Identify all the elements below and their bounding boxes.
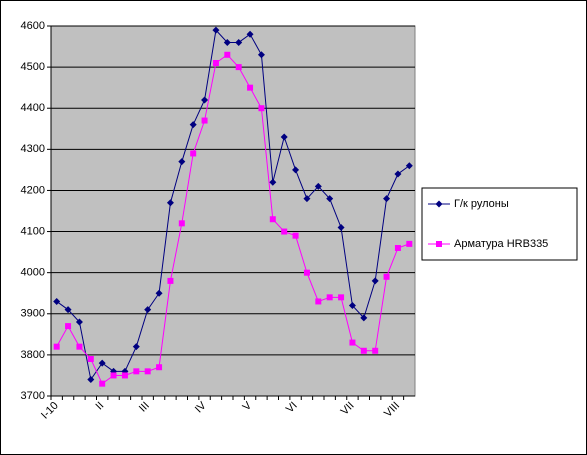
marker (155, 289, 163, 297)
marker (65, 323, 72, 330)
y-tick-label: 4600 (21, 20, 45, 32)
marker (269, 216, 276, 223)
marker (99, 380, 106, 387)
marker (110, 372, 117, 379)
marker (166, 199, 174, 207)
marker (258, 105, 265, 112)
y-tick-label: 4500 (21, 61, 45, 73)
marker (348, 302, 356, 310)
marker (314, 182, 322, 190)
marker (223, 38, 231, 46)
marker (98, 359, 106, 367)
marker (178, 158, 186, 166)
marker (144, 306, 152, 314)
marker (87, 356, 94, 362)
legend-marker (436, 241, 442, 247)
marker (281, 228, 288, 235)
marker (406, 240, 413, 247)
y-tick-label: 3700 (21, 390, 45, 402)
marker (337, 223, 345, 231)
marker (132, 343, 140, 351)
marker (326, 195, 334, 203)
marker (87, 376, 95, 384)
marker (338, 294, 345, 301)
marker (201, 117, 208, 124)
marker (133, 368, 140, 375)
marker (257, 51, 265, 59)
y-tick-label: 3900 (21, 308, 45, 320)
marker (75, 318, 83, 326)
marker (360, 314, 368, 322)
marker (360, 347, 367, 354)
marker (394, 170, 402, 178)
marker (372, 347, 379, 354)
marker (371, 277, 379, 285)
y-tick-label: 4000 (21, 267, 45, 279)
marker (178, 220, 185, 227)
y-tick-label: 4100 (21, 225, 45, 237)
marker (405, 162, 413, 170)
marker (349, 339, 356, 346)
y-tick-label: 4200 (21, 184, 45, 196)
marker (64, 306, 72, 314)
marker (383, 273, 390, 280)
marker (190, 150, 197, 157)
plot-area (50, 25, 416, 397)
marker (53, 297, 61, 305)
marker (212, 26, 220, 34)
marker (235, 38, 243, 46)
marker (394, 245, 401, 251)
marker (201, 96, 209, 104)
legend-box (421, 187, 578, 261)
marker (53, 343, 60, 350)
marker (144, 368, 151, 375)
marker (303, 269, 310, 276)
legend-label: Г/к рулоны (454, 198, 509, 210)
marker (292, 166, 300, 174)
marker (189, 121, 197, 129)
y-tick-label: 4400 (21, 102, 45, 114)
legend-label: Арматура HRB335 (454, 238, 548, 250)
marker (235, 64, 242, 71)
marker (326, 294, 333, 301)
marker (156, 364, 163, 371)
marker (303, 195, 311, 203)
legend-marker (435, 200, 443, 208)
marker (269, 178, 277, 186)
y-tick-label: 3800 (21, 349, 45, 361)
marker (280, 133, 288, 141)
marker (246, 30, 254, 38)
y-tick-label: 4300 (21, 143, 45, 155)
marker (315, 298, 322, 305)
marker (224, 51, 231, 58)
marker (383, 195, 391, 203)
marker (292, 232, 299, 239)
marker (212, 60, 219, 66)
marker (167, 277, 174, 284)
marker (121, 372, 128, 379)
marker (247, 84, 254, 91)
marker (76, 343, 83, 350)
